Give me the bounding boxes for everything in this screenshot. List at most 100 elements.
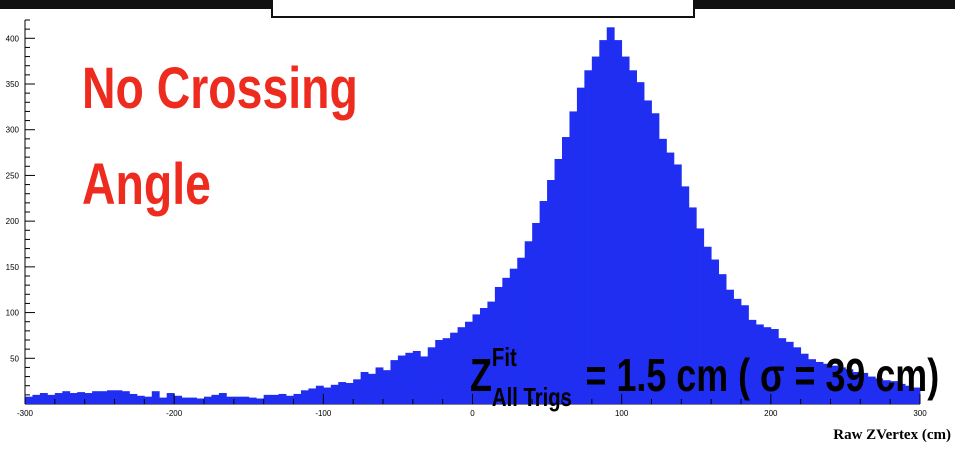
histogram-bar: [487, 301, 496, 404]
histogram-bar: [875, 378, 884, 404]
histogram-bar: [644, 100, 652, 404]
histogram-bar: [144, 396, 153, 404]
histogram-bar: [383, 370, 391, 404]
histogram-bar: [584, 70, 593, 405]
histogram-bar: [360, 372, 369, 404]
histogram-bar: [554, 158, 563, 404]
title-box: [271, 0, 695, 18]
histogram-bar: [532, 222, 541, 404]
histogram-bar: [338, 382, 347, 404]
histogram-bar: [539, 201, 548, 404]
histogram-bar: [733, 298, 742, 404]
histogram-bar: [92, 391, 100, 404]
histogram-bar: [823, 363, 831, 404]
histogram-bar: [547, 180, 555, 404]
histogram-bar: [293, 393, 302, 404]
histogram-bar: [368, 373, 376, 404]
histogram-bar: [681, 186, 690, 404]
histogram-bar: [226, 396, 235, 404]
histogram-bar: [54, 393, 63, 404]
histogram-bar: [181, 397, 190, 404]
histogram-bar: [25, 396, 33, 404]
histogram-bar: [174, 395, 183, 404]
histogram-bar: [315, 385, 324, 404]
histogram-bar: [629, 70, 637, 405]
histogram-bar: [427, 347, 436, 404]
fit-value-text: = 1.5 cm ( σ = 39 cm): [585, 349, 940, 401]
histogram-bar: [711, 259, 720, 404]
histogram-bar: [509, 268, 518, 404]
histogram-bar: [136, 395, 145, 404]
histogram-bar: [204, 396, 212, 404]
histogram-bar: [867, 376, 876, 404]
histogram-bar: [405, 352, 414, 404]
histogram-bar: [703, 246, 712, 404]
histogram-bar: [330, 384, 339, 404]
histogram-bar: [32, 394, 41, 404]
histogram-bar: [248, 397, 257, 404]
histogram-bar: [479, 308, 488, 404]
histogram-bar: [800, 353, 809, 404]
x-tick-label: -300: [17, 409, 34, 418]
histogram-bar: [726, 289, 734, 404]
histogram-bar: [47, 394, 56, 404]
histogram-bar: [263, 394, 272, 404]
histogram-bar: [897, 383, 906, 404]
histogram-bar: [763, 327, 772, 404]
histogram-bar: [748, 319, 757, 404]
histogram-bar: [450, 332, 458, 404]
histogram-bar: [778, 338, 787, 404]
fit-annotation: Z Fit All Trigs = 1.5 cm ( σ = 39 cm): [470, 342, 940, 412]
histogram-bar: [420, 356, 429, 404]
histogram-bar: [256, 398, 265, 404]
histogram-bar: [860, 372, 869, 404]
histogram-bar: [99, 391, 108, 404]
fit-z-symbol: Z: [470, 349, 492, 401]
histogram-bar: [696, 228, 705, 404]
y-tick-label: 400: [6, 34, 20, 43]
histogram-bar: [39, 393, 48, 404]
histogram-bar: [286, 395, 294, 404]
histogram-bar: [218, 393, 227, 404]
y-tick-label: 250: [6, 171, 20, 180]
histogram-bar: [375, 367, 384, 404]
histogram-bar: [912, 387, 921, 404]
histogram-bar: [107, 390, 115, 404]
histogram-bar: [494, 286, 503, 404]
histogram-bar: [472, 314, 481, 404]
histogram-bar: [576, 87, 585, 405]
histogram-bars: [25, 27, 921, 405]
histogram-bar: [562, 137, 570, 404]
y-tick-label: 100: [6, 309, 20, 318]
histogram-bar: [84, 393, 93, 404]
y-tick-label: 300: [6, 126, 20, 135]
histogram-bar: [890, 381, 899, 404]
histogram-bar: [233, 396, 242, 404]
x-tick-label: -100: [315, 409, 332, 418]
histogram-bar: [196, 398, 205, 404]
histogram-bar: [852, 372, 861, 404]
histogram-bar: [390, 360, 399, 404]
histogram-bar: [688, 207, 697, 404]
annotation-no-crossing: No Crossing: [82, 56, 358, 121]
y-tick-label: 200: [6, 217, 20, 226]
histogram-bar: [435, 340, 444, 404]
x-tick-label: 0: [470, 409, 475, 418]
y-tick-label: 50: [10, 354, 19, 363]
histogram-bar: [524, 241, 533, 404]
histogram-bar: [606, 27, 615, 405]
histogram-bar: [241, 396, 250, 404]
histogram-bar: [211, 394, 220, 404]
x-tick-label: 300: [913, 409, 927, 418]
y-tick-label: 350: [6, 80, 20, 89]
histogram-bar: [189, 397, 197, 404]
histogram-bar: [308, 388, 317, 404]
histogram-bar: [651, 113, 660, 404]
histogram-bar: [517, 257, 526, 404]
histogram-bar: [129, 393, 138, 404]
histogram-bar: [412, 350, 421, 404]
histogram-bar: [882, 380, 891, 404]
histogram-bar: [837, 367, 846, 404]
fit-superscript: Fit: [491, 342, 517, 372]
